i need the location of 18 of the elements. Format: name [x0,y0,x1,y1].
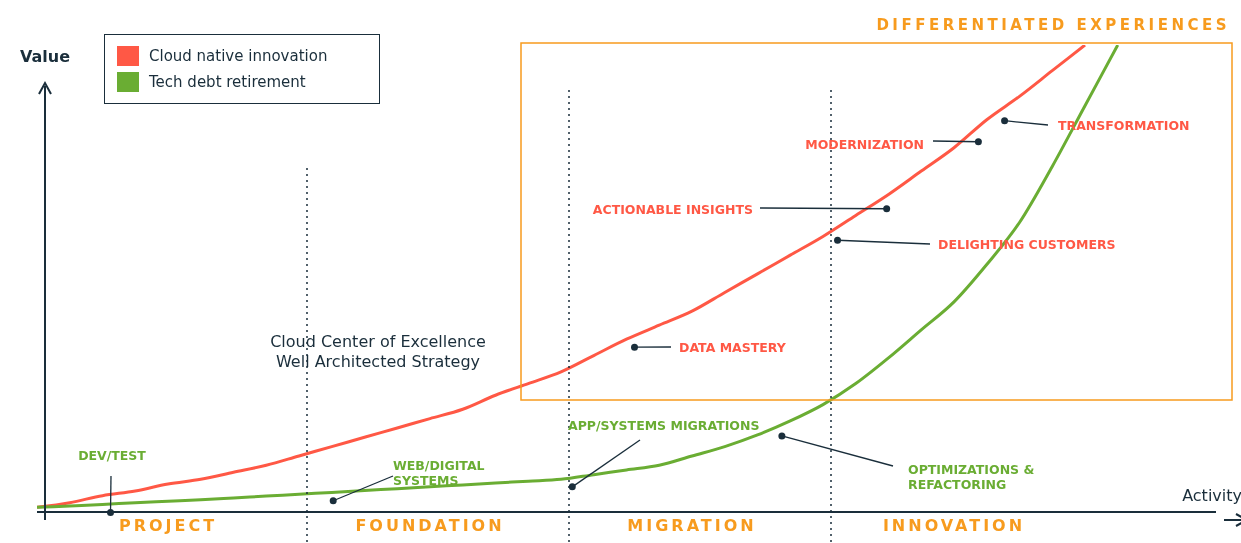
x-tick-label: PROJECT [118,516,218,536]
annotation: ACTIONABLE INSIGHTS [592,202,753,217]
legend-label: Cloud native innovation [149,46,328,67]
x-tick-label: FOUNDATION [355,516,505,536]
annotation: WEB/DIGITAL SYSTEMS [393,458,485,488]
x-axis-title: Activity [1182,486,1241,505]
annotation: DEV/TEST [78,448,147,463]
annotation: MODERNIZATION [805,137,924,152]
annotation: OPTIMIZATIONS & REFACTORING [908,462,1035,492]
annotation: Well Architected Strategy [275,352,481,371]
annotation: APP/SYSTEMS MIGRATIONS [568,418,760,433]
y-axis-title: Value [20,47,71,66]
x-tick-label: INNOVATION [882,516,1026,536]
legend-label: Tech debt retirement [149,72,306,93]
x-tick-label: MIGRATION [627,516,757,536]
annotation: Cloud Center of Excellence [270,332,486,351]
annotation: DATA MASTERY [679,340,787,355]
text: DIFFERENTIATED EXPERIENCES [876,16,1230,34]
